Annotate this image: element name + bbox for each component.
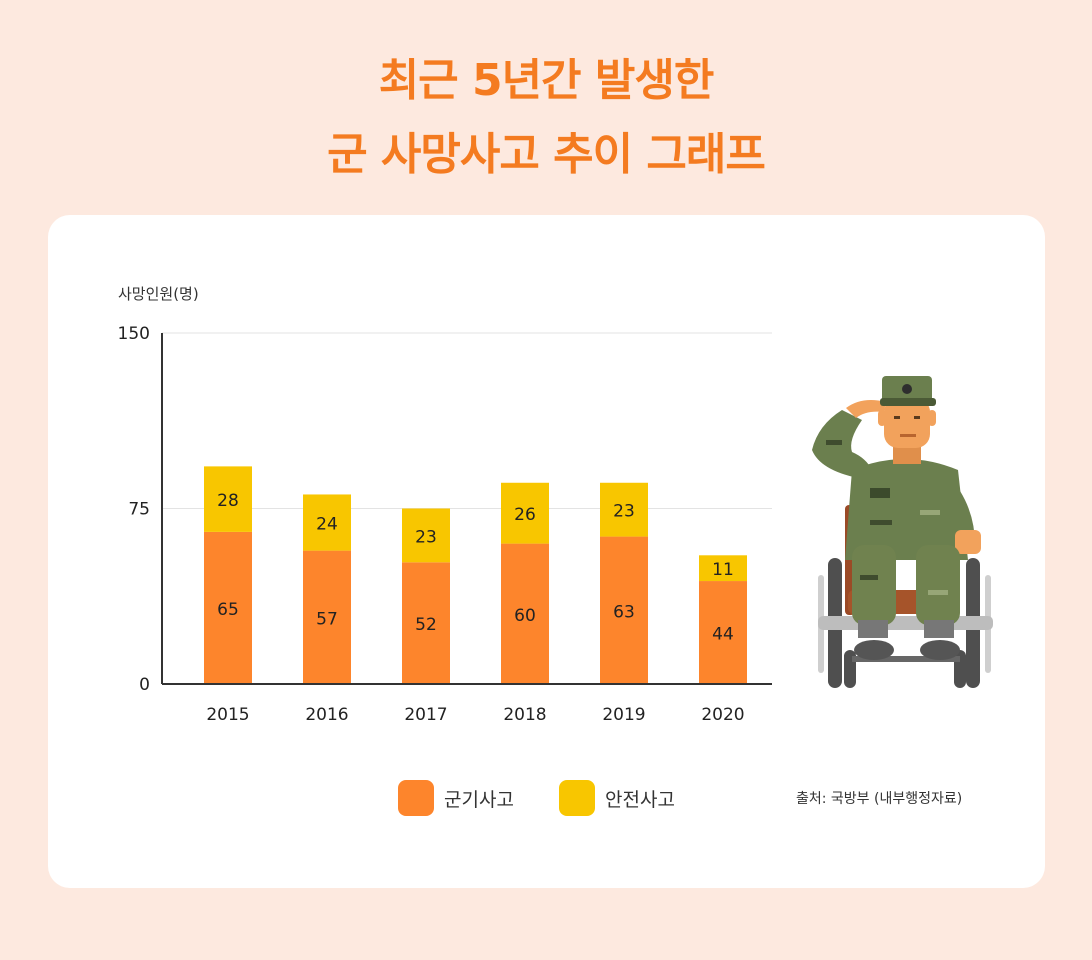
legend-item-safety: 안전사고 bbox=[559, 780, 675, 816]
page-title-line-2: 군 사망사고 추이 그래프 bbox=[327, 129, 766, 180]
source-note: 출처: 국방부 (내부행정자료) bbox=[796, 791, 963, 807]
bar-safety-2017 bbox=[402, 508, 450, 563]
data-label: 65 bbox=[217, 600, 239, 620]
page-title-line-1: 최근 5년간 발생한 bbox=[378, 55, 715, 106]
y-axis-label: 사망인원(명) bbox=[118, 285, 199, 303]
x-tick-label: 2020 bbox=[701, 705, 744, 725]
x-tick-label: 2015 bbox=[206, 705, 249, 725]
bar-safety-2016 bbox=[303, 494, 351, 551]
bar-safety-2020 bbox=[699, 555, 747, 582]
bar-safety-2019 bbox=[600, 482, 648, 537]
data-label: 60 bbox=[514, 606, 536, 626]
legend-item-military: 군기사고 bbox=[398, 780, 514, 816]
y-tick-label: 75 bbox=[128, 500, 150, 520]
data-label: 23 bbox=[415, 527, 437, 547]
bar-military-2015 bbox=[204, 531, 252, 684]
data-label: 52 bbox=[415, 615, 437, 635]
soldier-wheelchair-illustration bbox=[812, 376, 993, 688]
bar-military-2020 bbox=[699, 581, 747, 684]
data-label: 26 bbox=[514, 505, 536, 525]
x-tick-label: 2016 bbox=[305, 705, 348, 725]
bar-safety-2015 bbox=[204, 466, 252, 532]
legend-swatch-military bbox=[398, 780, 434, 816]
y-tick-label: 150 bbox=[118, 324, 150, 344]
bar-military-2016 bbox=[303, 550, 351, 684]
x-tick-label: 2018 bbox=[503, 705, 546, 725]
data-label: 28 bbox=[217, 491, 239, 511]
legend-label-safety: 안전사고 bbox=[605, 788, 675, 811]
data-label: 11 bbox=[712, 560, 734, 580]
data-label: 57 bbox=[316, 609, 338, 629]
bar-military-2019 bbox=[600, 536, 648, 684]
legend-swatch-safety bbox=[559, 780, 595, 816]
data-label: 63 bbox=[613, 602, 635, 622]
x-tick-label: 2019 bbox=[602, 705, 645, 725]
bar-military-2018 bbox=[501, 543, 549, 684]
bar-military-2017 bbox=[402, 562, 450, 684]
y-tick-label: 0 bbox=[139, 675, 150, 695]
legend-label-military: 군기사고 bbox=[444, 788, 514, 811]
bar-safety-2018 bbox=[501, 482, 549, 544]
x-tick-label: 2017 bbox=[404, 705, 447, 725]
data-label: 24 bbox=[316, 515, 338, 535]
data-label: 44 bbox=[712, 625, 734, 645]
data-label: 23 bbox=[613, 502, 635, 522]
